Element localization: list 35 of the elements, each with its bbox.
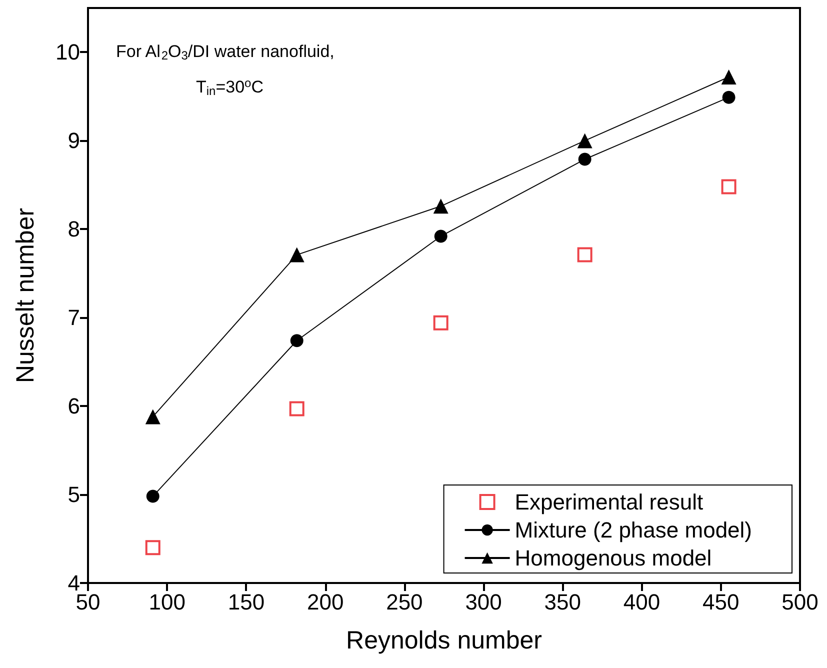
point — [146, 490, 160, 503]
y-axis-title: Nusselt number — [12, 208, 40, 384]
legend-label: Experimental result — [514, 490, 704, 514]
y-tick-label: 8 — [68, 216, 80, 242]
y-tick-label: 9 — [68, 128, 80, 154]
x-tick-label: 500 — [782, 590, 818, 614]
x-tick-label: 400 — [623, 590, 660, 614]
point — [289, 401, 304, 416]
point — [289, 247, 304, 262]
legend-label: Homogenous model — [514, 546, 712, 570]
x-axis-title: Reynolds number — [346, 626, 542, 654]
x-tick-label: 150 — [228, 590, 265, 614]
x-tick-label: 100 — [148, 590, 186, 614]
x-tick-label: 350 — [544, 590, 582, 614]
point — [290, 334, 304, 348]
point — [433, 315, 448, 330]
point — [433, 198, 448, 214]
x-tick-label: 300 — [465, 590, 502, 614]
y-tick-label: 5 — [68, 482, 80, 508]
x-tick-label: 250 — [386, 590, 423, 614]
point — [145, 409, 160, 424]
point — [577, 133, 592, 148]
point — [722, 90, 736, 104]
point — [721, 179, 736, 194]
point — [145, 540, 160, 556]
x-tick-label: 200 — [306, 590, 344, 614]
y-tick-label: 6 — [68, 394, 80, 419]
point — [721, 70, 736, 84]
point — [434, 230, 448, 243]
point — [577, 247, 592, 262]
point — [578, 152, 592, 166]
x-tick-label: 450 — [702, 590, 740, 614]
y-tick-label: 7 — [68, 305, 80, 330]
legend-label: Mixture (2 phase model) — [514, 518, 752, 542]
y-tick-label: 10 — [56, 40, 80, 65]
